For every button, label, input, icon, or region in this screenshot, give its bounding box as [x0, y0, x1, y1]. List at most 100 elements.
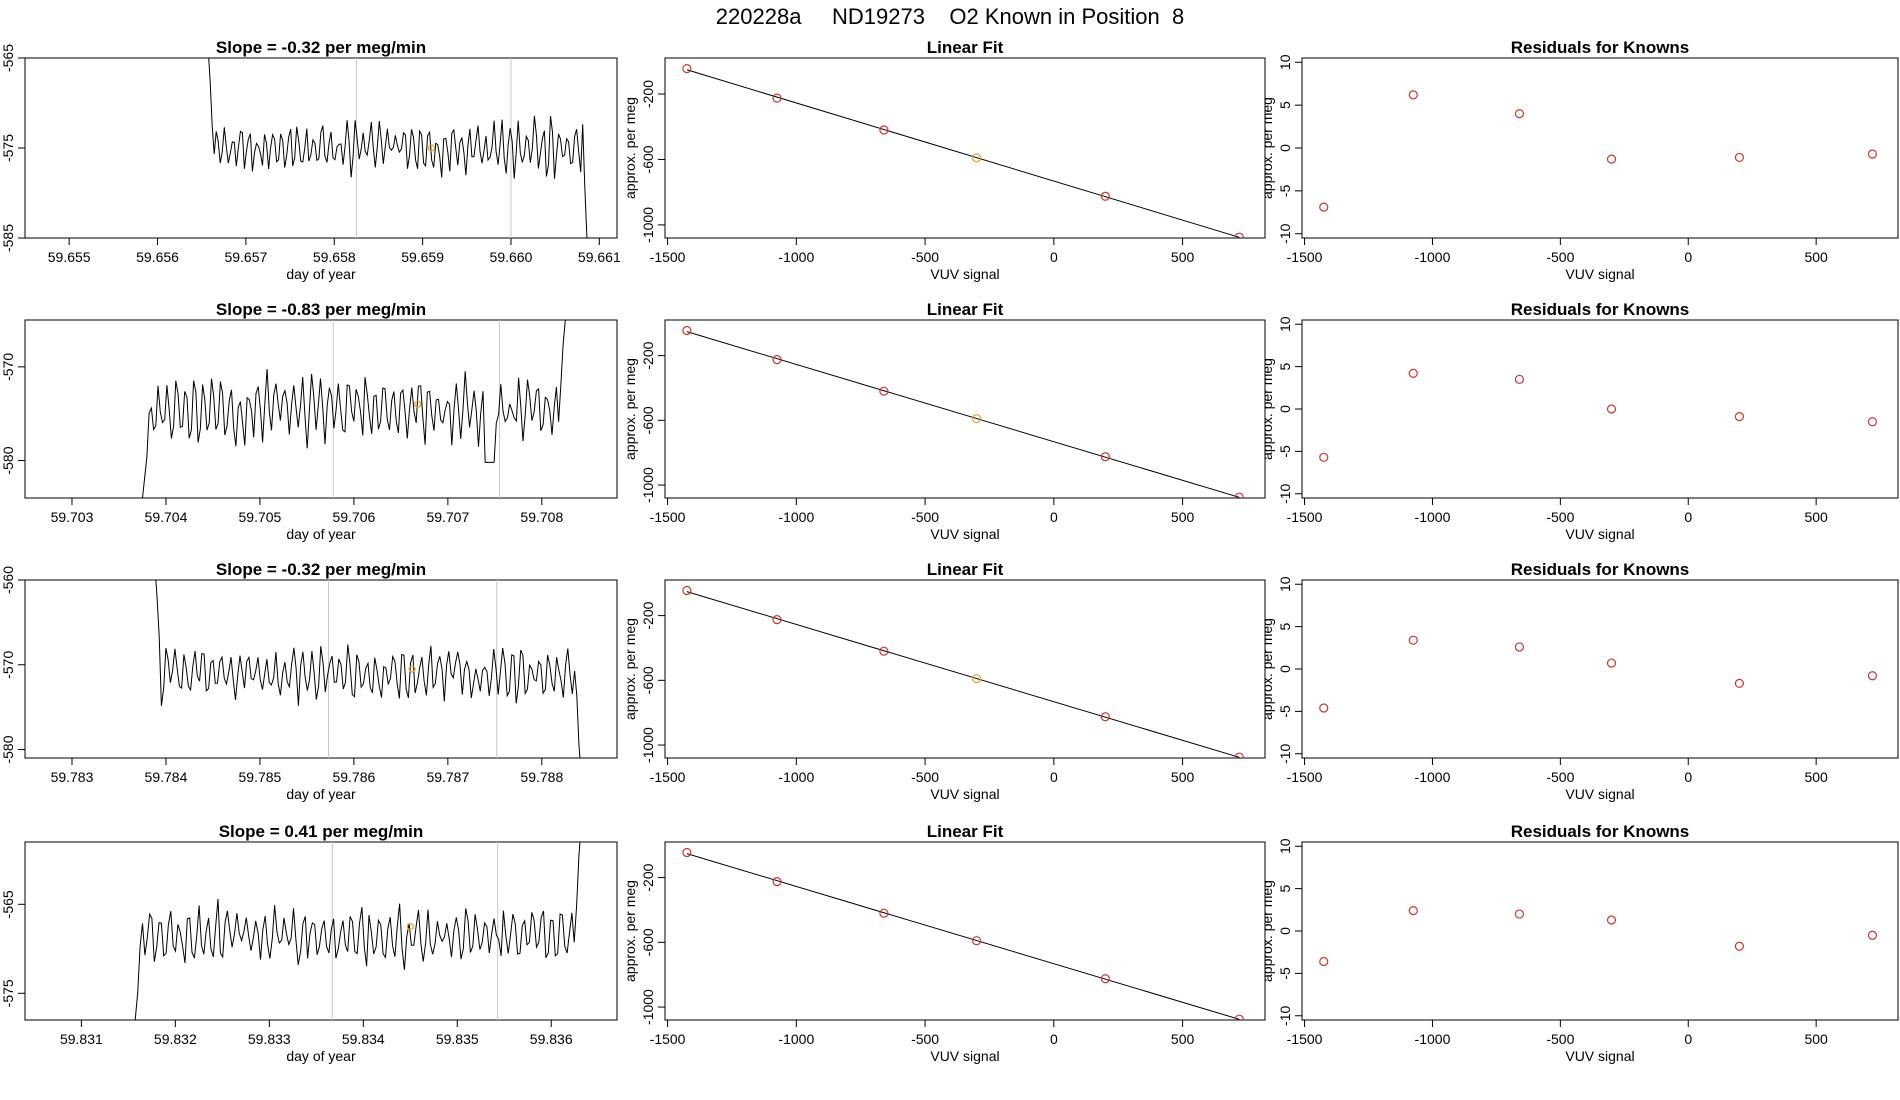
fit-data-point	[682, 585, 692, 596]
x-tick-label: 59.707	[426, 509, 469, 525]
x-tick-label: -1500	[650, 509, 686, 525]
y-tick-label: 0	[1277, 144, 1293, 152]
plot-frame	[664, 841, 1266, 1021]
residual-point	[1867, 149, 1878, 159]
x-tick-label: 59.836	[530, 1031, 573, 1047]
y-tick-label: -1000	[640, 989, 656, 1025]
chart-title: Slope = -0.32 per meg/min	[216, 560, 426, 579]
y-tick-label: -200	[640, 601, 656, 629]
x-tick-label: -500	[911, 509, 939, 525]
residual-point	[1867, 671, 1878, 681]
x-tick-label: -1500	[650, 249, 686, 265]
x-tick-label: 59.706	[332, 509, 375, 525]
residual-point	[1734, 152, 1745, 163]
residual-point	[1606, 915, 1617, 925]
x-tick-label: -1500	[1287, 1031, 1323, 1047]
y-tick-label: -5	[1277, 184, 1293, 197]
chart-title: Linear Fit	[927, 38, 1004, 57]
y-tick-label: 5	[1277, 363, 1293, 371]
plot-frame	[664, 319, 1266, 499]
x-tick-label: 59.833	[248, 1031, 291, 1047]
plot-frame	[24, 319, 618, 499]
fit-data-point	[879, 386, 889, 396]
y-tick-label: -580	[0, 446, 16, 474]
x-axis-label: VUV signal	[930, 1048, 999, 1064]
chart-title: Residuals for Knowns	[1511, 38, 1690, 57]
residual-point	[1408, 368, 1418, 378]
fit-data-point	[1100, 452, 1110, 462]
x-tick-label: 500	[1171, 249, 1195, 265]
x-tick-label: 59.708	[520, 509, 563, 525]
y-tick-label: -570	[0, 651, 16, 679]
chart-panel-11: Linear Fit -1500 -1000 -500 0 500 VUV signal -1…	[622, 822, 1266, 1064]
y-tick-label: 10	[1277, 54, 1293, 70]
residual-point	[1408, 906, 1418, 916]
fit-data-point	[1234, 492, 1244, 498]
chart-panel-12: Residuals for Knowns -1500 -1000 -500 0 500 VU…	[1259, 822, 1899, 1064]
y-tick-label: -1000	[640, 207, 656, 243]
residual-point	[1606, 404, 1617, 414]
y-tick-label: -1000	[640, 727, 656, 763]
y-tick-label: -600	[640, 145, 656, 173]
residual-point	[1319, 956, 1329, 967]
residual-point	[1734, 678, 1745, 689]
x-tick-label: 0	[1684, 769, 1692, 785]
plot-area	[1319, 635, 1878, 713]
signal-trace	[155, 580, 581, 758]
chart-title: Slope = -0.32 per meg/min	[216, 38, 426, 57]
chart-panel-10: Slope = 0.41 per meg/min 59.831 59.832 59.8…	[0, 822, 618, 1064]
residual-point	[1319, 703, 1329, 713]
x-tick-label: 500	[1171, 769, 1195, 785]
fit-line	[686, 591, 1240, 758]
plot-area	[682, 847, 1244, 1020]
fit-line	[686, 853, 1240, 1020]
x-tick-label: 500	[1804, 509, 1828, 525]
x-tick-label: 59.787	[426, 769, 469, 785]
y-tick-label: -570	[0, 353, 16, 381]
x-tick-label: -1000	[778, 769, 814, 785]
chart-panel-2: Linear Fit -1500 -1000 -500 0 500 VUV signal -1…	[622, 38, 1266, 282]
y-tick-label: 5	[1277, 885, 1293, 893]
x-tick-label: 500	[1171, 1031, 1195, 1047]
residual-point	[1867, 417, 1878, 427]
y-tick-label: 5	[1277, 623, 1293, 631]
y-tick-label: 0	[1277, 665, 1293, 673]
residual-point	[1408, 90, 1418, 100]
fit-line	[686, 331, 1240, 498]
fit-data-point	[1100, 191, 1110, 201]
x-axis-label: day of year	[286, 526, 356, 542]
plot-area	[1319, 906, 1878, 967]
x-axis-label: day of year	[286, 786, 356, 802]
plot-area	[1319, 90, 1878, 212]
y-tick-label: -600	[640, 928, 656, 956]
y-axis-label: approx. per meg	[622, 358, 638, 460]
y-tick-label: -600	[640, 666, 656, 694]
y-tick-label: -200	[640, 863, 656, 891]
fit-data-point	[682, 325, 692, 336]
plot-area	[682, 64, 1244, 238]
residual-point	[1514, 109, 1525, 119]
page-title: 220228a ND19273 O2 Known in Position 8	[715, 4, 1185, 29]
residual-point	[1319, 452, 1329, 462]
x-axis-label: VUV signal	[1565, 786, 1634, 802]
x-tick-label: -1000	[778, 249, 814, 265]
chart-title: Slope = -0.83 per meg/min	[216, 300, 426, 319]
chart-title: Slope = 0.41 per meg/min	[219, 822, 424, 841]
y-tick-label: -565	[0, 890, 16, 918]
plot-area	[134, 842, 581, 1020]
x-tick-label: 59.661	[578, 249, 621, 265]
y-tick-label: 0	[1277, 927, 1293, 935]
x-tick-label: -1000	[778, 1031, 814, 1047]
y-tick-label: -5	[1277, 445, 1293, 458]
x-tick-label: 0	[1050, 1031, 1058, 1047]
residual-point	[1606, 658, 1617, 668]
x-axis-label: VUV signal	[930, 266, 999, 282]
x-tick-label: -500	[1546, 769, 1574, 785]
plot-area	[682, 325, 1244, 498]
x-tick-label: 59.657	[224, 249, 267, 265]
chart-panel-3: Residuals for Knowns -1500 -1000 -500 0 500 VU…	[1259, 38, 1899, 282]
fit-data-point	[971, 414, 982, 424]
residual-point	[1319, 202, 1329, 212]
plot-frame	[24, 57, 618, 239]
fit-data-point	[879, 908, 889, 918]
